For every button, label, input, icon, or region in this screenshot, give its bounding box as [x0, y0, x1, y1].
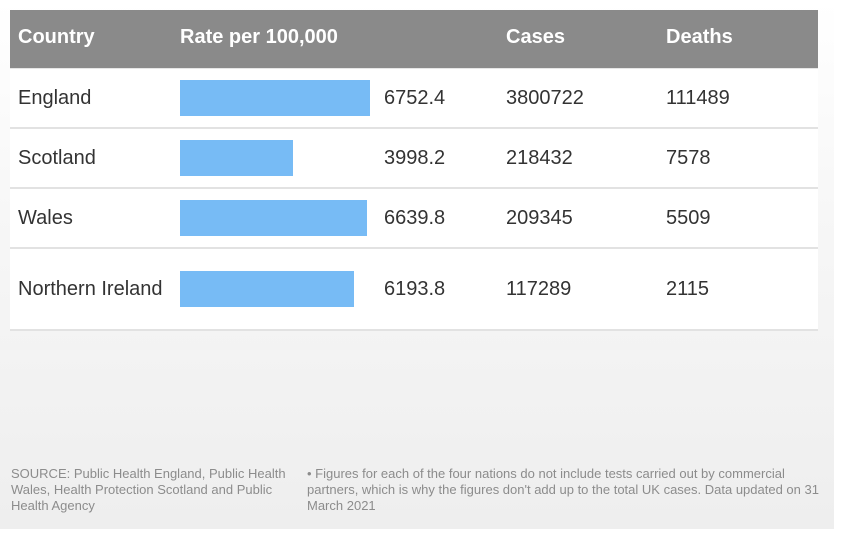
cases-value: 218432 [506, 146, 573, 169]
data-table: Country Rate per 100,000 Cases Deaths En… [10, 10, 818, 331]
country-cell: Wales [18, 207, 73, 229]
table-row: Scotland 3998.2 218432 7578 [10, 129, 818, 189]
column-header-rate: Rate per 100,000 [180, 26, 338, 48]
rate-bar [180, 271, 355, 307]
cases-value: 209345 [506, 206, 573, 229]
table-header: Country Rate per 100,000 Cases Deaths [10, 10, 818, 69]
deaths-value: 7578 [666, 146, 711, 169]
source-note: SOURCE: Public Health England, Public He… [11, 466, 286, 513]
column-header-country: Country [18, 26, 95, 48]
cases-value: 3800722 [506, 86, 584, 109]
deaths-value: 111489 [666, 86, 730, 109]
column-header-deaths: Deaths [666, 26, 733, 48]
rate-value: 3998.2 [384, 146, 446, 169]
cases-value: 117289 [506, 277, 572, 300]
rate-value: 6193.8 [384, 277, 446, 300]
rate-value: 6752.4 [384, 86, 446, 109]
deaths-value: 2115 [666, 277, 710, 300]
bar-track [180, 129, 380, 187]
rate-bar [180, 80, 370, 116]
country-cell: Northern Ireland [18, 278, 163, 300]
rate-bar [180, 140, 293, 176]
bar-track [180, 249, 380, 329]
chart-panel: Country Rate per 100,000 Cases Deaths En… [0, 0, 834, 529]
bar-track [180, 69, 380, 127]
table-row: Northern Ireland 6193.8 117289 2115 [10, 249, 818, 331]
country-cell: England [18, 87, 92, 109]
table-row: Wales 6639.8 209345 5509 [10, 189, 818, 249]
footnote: • Figures for each of the four nations d… [307, 466, 819, 513]
column-header-cases: Cases [506, 26, 565, 48]
deaths-value: 5509 [666, 206, 711, 229]
country-cell: Scotland [18, 147, 96, 169]
rate-bar [180, 200, 367, 236]
table-row: England 6752.4 3800722 111489 [10, 69, 818, 129]
bar-track [180, 189, 380, 247]
rate-value: 6639.8 [384, 206, 446, 229]
